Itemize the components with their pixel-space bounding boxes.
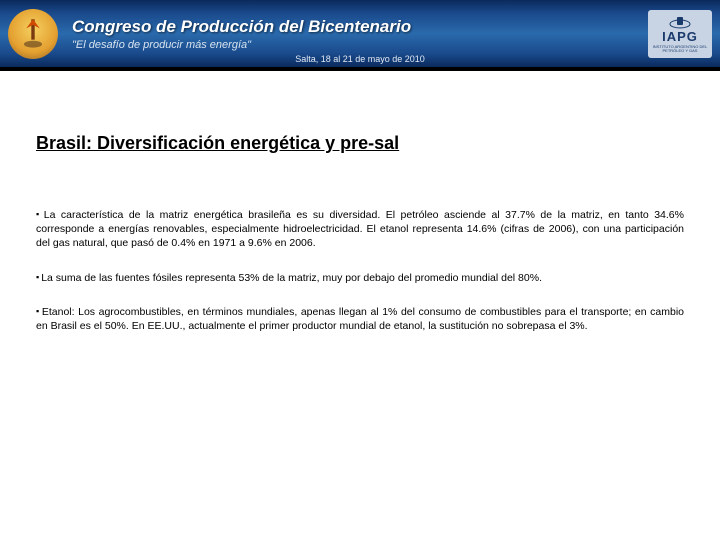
bullet-item: Etanol: Los agrocombustibles, en término… bbox=[36, 305, 684, 333]
header-title: Congreso de Producción del Bicentenario bbox=[72, 17, 648, 37]
slide-header: Congreso de Producción del Bicentenario … bbox=[0, 0, 720, 68]
header-date: Salta, 18 al 21 de mayo de 2010 bbox=[295, 54, 425, 64]
congress-logo-icon bbox=[8, 9, 58, 59]
header-text-block: Congreso de Producción del Bicentenario … bbox=[58, 17, 648, 51]
iapg-logo-text: IAPG bbox=[662, 29, 698, 44]
bullet-text: Etanol: Los agrocombustibles, en término… bbox=[36, 306, 684, 332]
bullet-item: La suma de las fuentes fósiles represent… bbox=[36, 271, 684, 285]
slide-title: Brasil: Diversificación energética y pre… bbox=[36, 133, 684, 154]
slide-content: Brasil: Diversificación energética y pre… bbox=[0, 71, 720, 373]
header-subtitle: "El desafío de producir más energía" bbox=[72, 39, 648, 51]
bullet-item: La característica de la matriz energétic… bbox=[36, 208, 684, 251]
bullet-text: La suma de las fuentes fósiles represent… bbox=[41, 272, 542, 284]
iapg-logo-subtext: INSTITUTO ARGENTINO DEL PETRÓLEO Y GAS bbox=[648, 45, 712, 53]
bullet-text: La característica de la matriz energétic… bbox=[36, 209, 684, 249]
iapg-logo-icon: IAPG INSTITUTO ARGENTINO DEL PETRÓLEO Y … bbox=[648, 10, 712, 58]
